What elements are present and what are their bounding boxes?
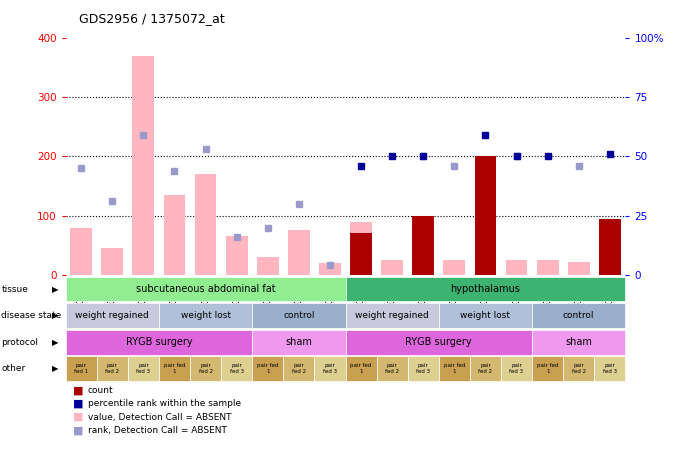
Text: value, Detection Call = ABSENT: value, Detection Call = ABSENT xyxy=(88,413,231,421)
Text: sham: sham xyxy=(285,337,312,347)
Bar xyxy=(288,230,310,275)
Text: weight regained: weight regained xyxy=(75,311,149,320)
Bar xyxy=(350,222,372,275)
Text: pair fed
1: pair fed 1 xyxy=(350,364,372,374)
Text: ▶: ▶ xyxy=(53,311,59,320)
Bar xyxy=(413,260,434,275)
Text: pair
fed 3: pair fed 3 xyxy=(136,364,151,374)
Bar xyxy=(413,216,434,275)
Text: pair fed
1: pair fed 1 xyxy=(164,364,185,374)
Bar xyxy=(537,260,558,275)
Text: protocol: protocol xyxy=(1,338,39,346)
Text: pair
fed 3: pair fed 3 xyxy=(416,364,430,374)
Text: sham: sham xyxy=(565,337,592,347)
Text: pair
fed 2: pair fed 2 xyxy=(478,364,493,374)
Text: pair fed
1: pair fed 1 xyxy=(444,364,465,374)
Text: pair
fed 1: pair fed 1 xyxy=(74,364,88,374)
Text: pair fed
1: pair fed 1 xyxy=(537,364,558,374)
Text: pair
fed 2: pair fed 2 xyxy=(105,364,120,374)
Text: hypothalamus: hypothalamus xyxy=(451,284,520,294)
Bar xyxy=(102,248,123,275)
Bar xyxy=(350,234,372,275)
Text: subcutaneous abdominal fat: subcutaneous abdominal fat xyxy=(135,284,276,294)
Text: pair
fed 2: pair fed 2 xyxy=(571,364,586,374)
Text: count: count xyxy=(88,386,113,395)
Bar xyxy=(475,156,496,275)
Bar xyxy=(599,219,621,275)
Bar xyxy=(599,260,621,275)
Bar xyxy=(444,260,465,275)
Text: pair
fed 2: pair fed 2 xyxy=(198,364,213,374)
Text: weight lost: weight lost xyxy=(460,311,511,320)
Text: RYGB surgery: RYGB surgery xyxy=(126,337,192,347)
Text: weight lost: weight lost xyxy=(180,311,231,320)
Bar xyxy=(133,56,154,275)
Bar xyxy=(164,195,185,275)
Bar xyxy=(226,237,247,275)
Text: ▶: ▶ xyxy=(53,338,59,346)
Text: ▶: ▶ xyxy=(53,365,59,373)
Text: rank, Detection Call = ABSENT: rank, Detection Call = ABSENT xyxy=(88,426,227,435)
Bar xyxy=(381,260,403,275)
Bar xyxy=(319,263,341,275)
Bar xyxy=(257,257,278,275)
Text: other: other xyxy=(1,365,26,373)
Bar xyxy=(568,262,589,275)
Text: pair
fed 3: pair fed 3 xyxy=(509,364,524,374)
Bar xyxy=(475,260,496,275)
Text: pair
fed 3: pair fed 3 xyxy=(323,364,337,374)
Text: pair
fed 2: pair fed 2 xyxy=(292,364,306,374)
Bar xyxy=(195,174,216,275)
Text: pair
fed 2: pair fed 2 xyxy=(385,364,399,374)
Text: control: control xyxy=(283,311,314,320)
Text: pair
fed 3: pair fed 3 xyxy=(603,364,617,374)
Text: ■: ■ xyxy=(73,399,83,409)
Text: pair
fed 3: pair fed 3 xyxy=(229,364,244,374)
Text: ■: ■ xyxy=(73,385,83,396)
Text: ■: ■ xyxy=(73,425,83,436)
Text: weight regained: weight regained xyxy=(355,311,429,320)
Text: GDS2956 / 1375072_at: GDS2956 / 1375072_at xyxy=(79,12,225,25)
Text: ▶: ▶ xyxy=(53,285,59,293)
Text: RYGB surgery: RYGB surgery xyxy=(406,337,472,347)
Text: ■: ■ xyxy=(73,412,83,422)
Bar xyxy=(70,228,92,275)
Text: control: control xyxy=(563,311,594,320)
Text: pair fed
1: pair fed 1 xyxy=(257,364,278,374)
Text: percentile rank within the sample: percentile rank within the sample xyxy=(88,400,241,408)
Text: disease state: disease state xyxy=(1,311,61,320)
Text: tissue: tissue xyxy=(1,285,28,293)
Bar xyxy=(506,260,527,275)
